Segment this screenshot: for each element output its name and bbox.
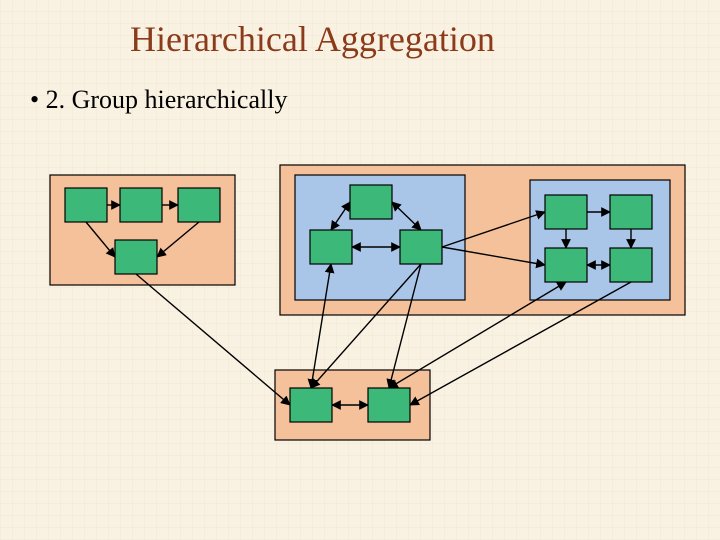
hierarchical-aggregation-diagram [0, 0, 720, 540]
